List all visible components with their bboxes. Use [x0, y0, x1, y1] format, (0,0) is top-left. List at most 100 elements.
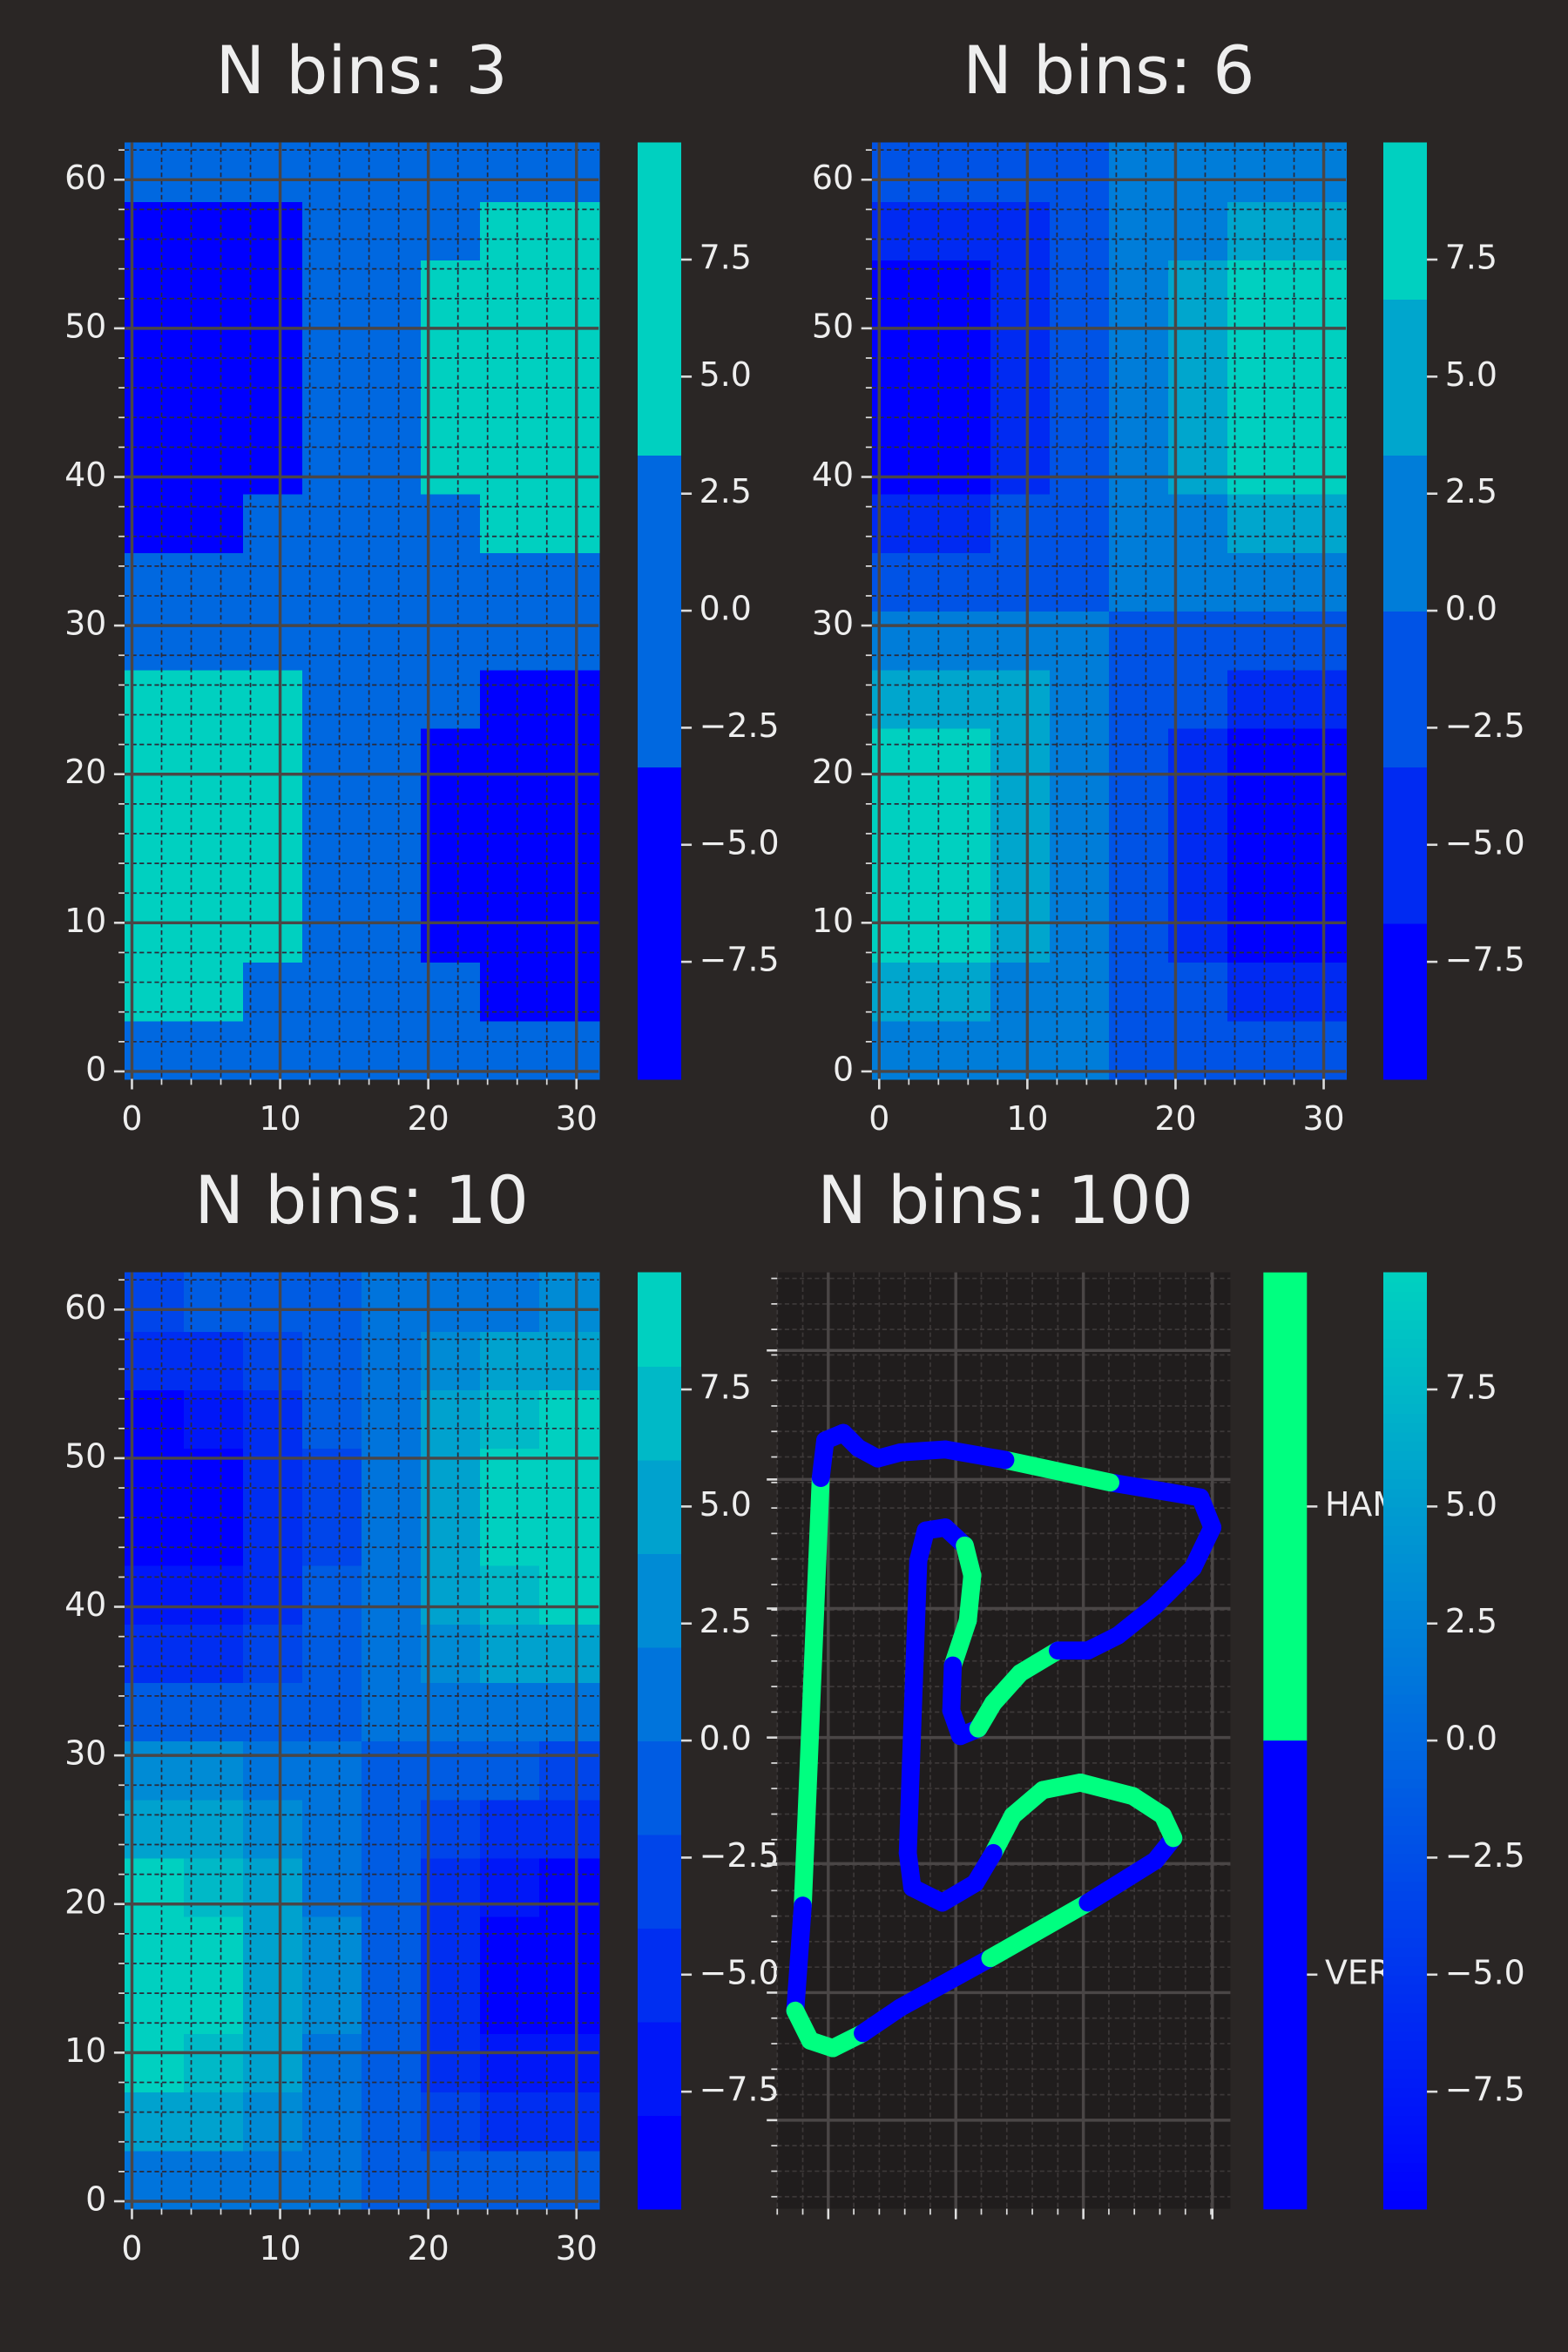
- heatmap-cell: [539, 142, 600, 202]
- heatmap-cell: [362, 611, 422, 671]
- x-tick-label: 30: [556, 1099, 598, 1138]
- heatmap-cell: [184, 1272, 245, 1332]
- heatmap-cell: [243, 1506, 304, 1566]
- y-tick-label: 40: [64, 1585, 106, 1624]
- heatmap-cell: [480, 551, 541, 612]
- colorbar-bin: [1383, 1740, 1428, 1751]
- colorbar-bin: [638, 1459, 682, 1555]
- colorbar-bin: [1383, 611, 1428, 768]
- heatmap-cell: [302, 376, 363, 436]
- heatmap-cell: [1227, 786, 1288, 846]
- colorbar-bin: [1383, 1375, 1428, 1386]
- heatmap-cell: [302, 1916, 363, 1976]
- heatmap-cell: [421, 1565, 482, 1625]
- colorbar-bin: [1383, 1721, 1428, 1733]
- colorbar-bin: [1383, 2078, 1428, 2088]
- heatmap-cell: [990, 727, 1051, 787]
- heatmap-cell: [421, 2032, 482, 2093]
- heatmap-cell: [1227, 200, 1288, 261]
- heatmap-cell: [243, 1857, 304, 1917]
- heatmap-cell: [421, 200, 482, 261]
- colorbar-bin: [1383, 2161, 1428, 2173]
- colorbar-bin: [1383, 1796, 1428, 1808]
- colorbar-tick-label: 2.5: [700, 472, 752, 510]
- heatmap-cell: [480, 200, 541, 261]
- heatmap-cell: [184, 1020, 245, 1080]
- panel-title: N bins: 6: [963, 32, 1254, 109]
- heatmap-cell: [871, 727, 932, 787]
- heatmap-cell: [302, 142, 363, 202]
- heatmap-cell: [421, 1330, 482, 1391]
- colorbar-bin: [1383, 1291, 1428, 1301]
- heatmap-cell: [362, 376, 422, 436]
- heatmap-cell: [362, 493, 422, 553]
- heatmap-cell: [124, 669, 186, 729]
- colorbar-bin: [638, 454, 682, 768]
- heatmap-cell: [871, 611, 932, 671]
- heatmap-cell: [184, 435, 245, 495]
- colorbar-bin: [1383, 2011, 1428, 2023]
- colorbar-bin: [1383, 1768, 1428, 1780]
- heatmap-cell: [480, 142, 541, 202]
- heatmap-cell: [1167, 786, 1229, 846]
- colorbar-bin: [638, 1272, 682, 1368]
- x-tick-label: 0: [121, 1099, 142, 1138]
- heatmap-cell: [421, 1623, 482, 1683]
- heatmap-cell: [243, 727, 304, 787]
- heatmap-cell: [539, 786, 600, 846]
- y-tick-label: 60: [812, 159, 854, 197]
- colorbar-bin: [1383, 2049, 1428, 2060]
- track-segment: [902, 1551, 928, 1735]
- colorbar-tick-label: 5.0: [1445, 355, 1497, 394]
- heatmap-cell: [539, 2150, 600, 2210]
- heatmap-cell: [302, 1740, 363, 1801]
- colorbar-bin: [1383, 1328, 1428, 1339]
- heatmap-cell: [1167, 376, 1229, 436]
- heatmap-cell: [184, 786, 245, 846]
- heatmap-cell: [480, 844, 541, 904]
- heatmap-cell: [124, 786, 186, 846]
- colorbar-bin: [638, 1646, 682, 1742]
- heatmap-cell: [243, 493, 304, 553]
- colorbar-bin: [1383, 1824, 1428, 1835]
- colorbar-bin: [1383, 1712, 1428, 1723]
- heatmap-cell: [480, 1330, 541, 1391]
- heatmap-cell: [243, 902, 304, 963]
- colorbar-bin: [1383, 2171, 1428, 2182]
- heatmap-cell: [124, 1506, 186, 1566]
- colorbar-bin: [1383, 1862, 1428, 1873]
- heatmap-cell: [539, 1272, 600, 1332]
- heatmap-cell: [1049, 786, 1110, 846]
- heatmap-cell: [184, 1740, 245, 1801]
- heatmap-cell: [480, 1974, 541, 2035]
- x-tick-label: 10: [1006, 1099, 1048, 1138]
- track-segment: [936, 1440, 1015, 1470]
- heatmap-cell: [421, 1974, 482, 2035]
- heatmap-cell: [362, 1857, 422, 1917]
- colorbar-bin: [1383, 1843, 1428, 1855]
- colorbar-bin: [1383, 1731, 1428, 1742]
- colorbar-bin: [638, 1553, 682, 1648]
- heatmap-cell: [243, 1799, 304, 1859]
- heatmap-cell: [1287, 142, 1348, 202]
- heatmap-cell: [1167, 611, 1229, 671]
- heatmap-cell: [539, 1857, 600, 1917]
- heatmap-cell: [302, 1020, 363, 1080]
- heatmap-cell: [421, 1506, 482, 1566]
- heatmap-cell: [124, 551, 186, 612]
- heatmap-cell: [1167, 551, 1229, 612]
- colorbar-tick-label: −5.0: [700, 823, 780, 862]
- heatmap-cell: [871, 1020, 932, 1080]
- colorbar-bin: [1383, 1337, 1428, 1348]
- heatmap-cell: [243, 435, 304, 495]
- colorbar-bin: [1383, 1431, 1428, 1443]
- heatmap-cell: [124, 1020, 186, 1080]
- heatmap-cell: [302, 200, 363, 261]
- colorbar-bin: [1383, 1899, 1428, 1910]
- colorbar-bin: [1383, 2190, 1428, 2200]
- colorbar-tick-label: −2.5: [1445, 706, 1525, 745]
- panel-title: N bins: 3: [216, 32, 508, 109]
- heatmap-cell: [243, 1740, 304, 1801]
- colorbar-bin: [638, 2115, 682, 2210]
- x-tick-label: 20: [1154, 1099, 1196, 1138]
